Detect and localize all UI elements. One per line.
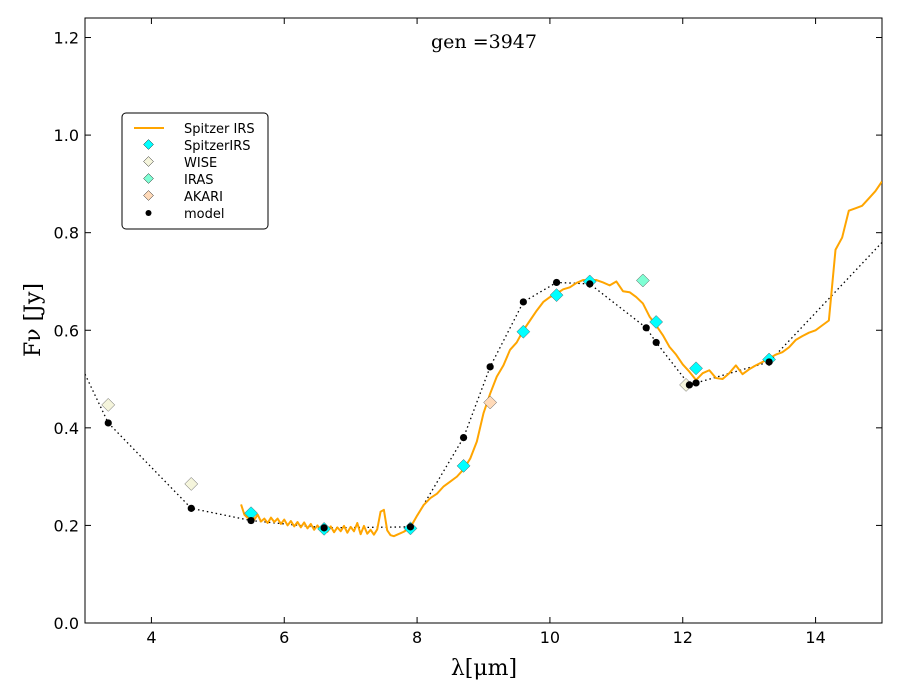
- x-tick-label: 14: [805, 628, 825, 647]
- x-tick-label: 12: [673, 628, 693, 647]
- spitzerirs-point: [689, 361, 703, 376]
- wise-point: [101, 398, 116, 412]
- model-point: [104, 419, 112, 427]
- spitzerirs-point: [456, 459, 471, 473]
- legend-label-model: model: [184, 207, 224, 222]
- y-tick-label: 0.8: [54, 224, 79, 243]
- model-point: [685, 381, 693, 389]
- y-axis-label: Fν [Jy]: [21, 283, 46, 357]
- legend-key-wise: [143, 156, 154, 167]
- x-tick-label: 10: [540, 628, 560, 647]
- y-tick-label: 1.0: [54, 126, 79, 145]
- plot-area: 4 6 8 10 12 14 0.0 0.2 0.4 0.6 0.8 1.0 1.2: [54, 17, 883, 647]
- x-tick-label: 6: [279, 628, 289, 647]
- model-point: [320, 524, 328, 532]
- model-point: [765, 358, 773, 366]
- plot-frame: [84, 17, 883, 624]
- model-point: [406, 523, 415, 531]
- x-tick-label: 8: [412, 628, 422, 647]
- spitzerirs-point: [649, 315, 664, 329]
- model-point: [519, 298, 527, 306]
- y-tick-label: 0.0: [54, 614, 79, 633]
- model-point: [486, 363, 494, 371]
- model-point: [187, 504, 195, 512]
- akari-point: [483, 395, 497, 410]
- chart-title: gen =3947: [431, 31, 537, 53]
- legend-label-spitzer-irs-line: Spitzer IRS: [184, 122, 255, 137]
- x-axis-label: λ[μm]: [451, 656, 517, 681]
- wise-point: [184, 477, 199, 491]
- x-tick-label: 4: [146, 628, 156, 647]
- y-tick-label: 0.2: [54, 516, 79, 535]
- model-point: [459, 433, 468, 442]
- legend-box: [121, 112, 269, 230]
- legend-key-spitzerirs: [143, 139, 154, 150]
- spitzerirs-point: [549, 288, 564, 302]
- iras-point: [636, 273, 650, 288]
- legend-key-model: [145, 210, 152, 216]
- y-tick-label: 0.4: [54, 419, 79, 438]
- legend-key-akari: [143, 190, 154, 201]
- legend-label-iras: IRAS: [184, 173, 214, 188]
- model-point: [247, 516, 255, 525]
- legend-label-spitzerirs: SpitzerIRS: [184, 139, 251, 154]
- model-point: [692, 379, 700, 387]
- model-point: [586, 280, 594, 288]
- legend-label-akari: AKARI: [184, 190, 223, 205]
- legend-label-wise: WISE: [184, 156, 217, 171]
- model-point: [652, 338, 660, 347]
- spitzer-irs-spectrum-line: [240, 180, 882, 538]
- model-point: [552, 278, 561, 287]
- y-tick-label: 1.2: [54, 29, 79, 48]
- spitzerirs-point: [516, 324, 531, 339]
- legend: Spitzer IRS SpitzerIRS WISE IRAS AKARI m…: [121, 112, 269, 230]
- y-tick-label: 0.6: [54, 321, 79, 340]
- model-point: [642, 324, 650, 332]
- legend-key-iras: [143, 173, 154, 184]
